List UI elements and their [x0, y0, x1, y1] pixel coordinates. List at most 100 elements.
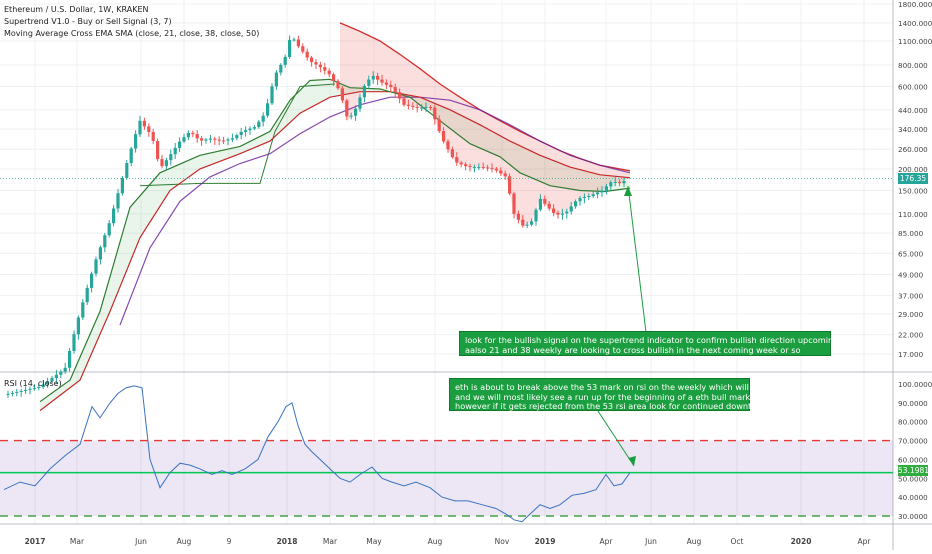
- x-tick-label: Oct: [731, 537, 744, 546]
- candle-body: [468, 166, 472, 168]
- x-tick-label: 2017: [25, 537, 46, 546]
- rsi-tick-label: 40.0000: [898, 493, 928, 502]
- price-tick-label: 1100.000: [898, 37, 932, 46]
- callout-2-line-1: eth is about to break above the 53 mark …: [455, 382, 791, 392]
- candle-body: [512, 193, 516, 214]
- candle-body: [565, 211, 569, 214]
- rsi-line: [3, 385, 631, 523]
- candle-body: [490, 168, 494, 170]
- candle-body: [345, 100, 349, 117]
- candle-body: [72, 334, 76, 351]
- candle-body: [138, 120, 142, 135]
- candle-body: [182, 137, 186, 142]
- candle-body: [266, 103, 270, 116]
- x-tick-label: Mar: [70, 537, 85, 546]
- candle-body: [270, 86, 274, 104]
- candle-body: [327, 70, 331, 75]
- candle-body: [354, 108, 358, 116]
- candle-body: [244, 130, 248, 132]
- x-tick-label: 2020: [791, 537, 812, 546]
- candle-body: [32, 387, 36, 389]
- candle-body: [50, 378, 54, 382]
- candle-body: [389, 84, 393, 88]
- candle-body: [10, 392, 14, 394]
- candle-body: [596, 192, 600, 195]
- candle-body: [288, 39, 292, 57]
- x-tick-label: Apr: [600, 537, 614, 546]
- candle-body: [222, 140, 226, 142]
- candle-body: [103, 235, 107, 248]
- x-tick-label: 9: [227, 537, 232, 546]
- candle-body: [129, 148, 133, 163]
- price-tick-label: 65.000: [898, 249, 924, 258]
- x-tick-label: Apr: [858, 537, 872, 546]
- candle-body: [574, 201, 578, 207]
- candle-body: [134, 134, 138, 149]
- candle-body: [257, 121, 261, 128]
- price-tick-label: 150.000: [898, 187, 928, 196]
- candle-body: [186, 132, 190, 138]
- candle-body: [367, 79, 371, 86]
- rsi-tick-label: 90.0000: [898, 399, 928, 408]
- candle-body: [323, 67, 327, 71]
- x-tick-label: Mar: [323, 537, 338, 546]
- callout-2-arrowhead: [628, 456, 636, 466]
- x-tick-label: Aug: [177, 537, 192, 546]
- callout-2-line-3: however if it gets rejected from the 53 …: [455, 401, 770, 411]
- x-tick-label: Jun: [134, 537, 147, 546]
- candle-body: [556, 212, 560, 215]
- candle-body: [428, 107, 432, 108]
- rsi-legend: RSI (14, close): [4, 379, 62, 388]
- moving-average-legend: Moving Average Cross EMA SMA (close, 21,…: [4, 29, 260, 38]
- candle-body: [59, 371, 63, 375]
- price-tick-label: 800.000: [898, 61, 928, 70]
- candle-body: [160, 159, 164, 167]
- price-tick-label: 49.000: [898, 271, 924, 280]
- candle-body: [178, 141, 182, 148]
- candle-body: [406, 104, 410, 106]
- candle-body: [142, 120, 146, 127]
- candle-body: [433, 107, 437, 120]
- candle-body: [472, 167, 476, 169]
- candle-body: [508, 176, 512, 194]
- callout-supertrend: look for the bullish signal on the super…: [459, 331, 886, 356]
- callout-1-line-1: look for the bullish signal on the super…: [465, 335, 886, 345]
- candle-body: [252, 127, 256, 129]
- price-tick-label: 22.000: [898, 331, 924, 340]
- candle-body: [305, 51, 309, 58]
- price-tick-label: 200.000: [898, 165, 928, 174]
- x-tick-label: Nov: [495, 537, 510, 546]
- candle-body: [604, 186, 608, 191]
- candle-body: [301, 46, 305, 52]
- candle-body: [120, 178, 124, 194]
- candle-body: [420, 107, 424, 109]
- candle-body: [591, 194, 595, 196]
- candle-body: [239, 131, 243, 135]
- candle-body: [437, 119, 441, 132]
- candle-body: [164, 160, 168, 167]
- candle-body: [543, 198, 547, 204]
- candle-body: [600, 190, 604, 193]
- candle-body: [310, 57, 314, 63]
- candle-body: [63, 367, 67, 372]
- candle-body: [393, 87, 397, 93]
- candle-body: [116, 193, 120, 209]
- candle-body: [336, 80, 340, 89]
- candle-body: [424, 107, 428, 108]
- candle-body: [261, 115, 265, 122]
- callout-1-pointer: [627, 185, 647, 333]
- x-tick-label: May: [366, 537, 382, 546]
- candle-body: [442, 131, 446, 142]
- callout-1-arrowhead: [624, 186, 632, 196]
- candle-body: [125, 163, 129, 178]
- candle-body: [486, 167, 490, 169]
- candle-body: [446, 141, 450, 150]
- candle-body: [384, 82, 388, 85]
- candle-body: [459, 162, 463, 165]
- callout-1-line-2: aalso 21 and 38 weekly are looking to cr…: [465, 344, 801, 355]
- candle-body: [226, 139, 230, 141]
- candle-body: [455, 157, 459, 163]
- price-tick-label: 340.000: [898, 125, 928, 134]
- candle-body: [195, 134, 199, 139]
